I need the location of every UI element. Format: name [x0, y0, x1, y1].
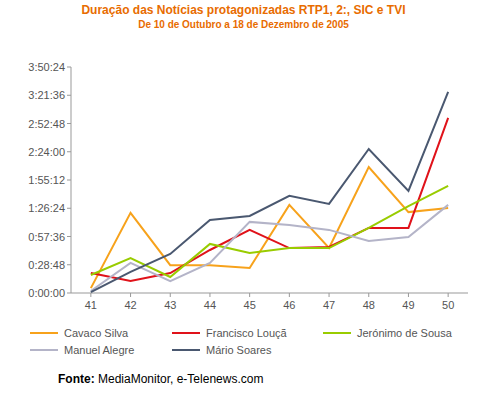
- legend-label: Cavaco Silva: [64, 327, 129, 339]
- x-tick: [289, 293, 290, 297]
- source: Fonte: MediaMonitor, e-Telenews.com: [58, 372, 263, 386]
- y-tick-label: 1:55:12: [28, 174, 65, 186]
- legend-label: Manuel Alegre: [64, 344, 134, 356]
- y-tick: [67, 208, 71, 209]
- y-tick: [67, 293, 71, 294]
- series-line: [91, 118, 448, 281]
- y-tick-label: 3:50:24: [28, 61, 65, 73]
- x-tick: [249, 293, 250, 297]
- legend-swatch: [172, 332, 200, 334]
- x-tick: [90, 293, 91, 297]
- legend-swatch: [30, 349, 58, 351]
- legend-swatch: [323, 332, 351, 334]
- y-tick: [67, 264, 71, 265]
- y-axis: [71, 67, 72, 293]
- source-lead: Fonte:: [58, 372, 95, 386]
- y-tick-label: 2:52:48: [28, 118, 65, 130]
- legend-label: Mário Soares: [206, 344, 272, 356]
- title: Duração das Notícias protagonizadas RTP1…: [81, 3, 405, 17]
- series-line: [91, 186, 448, 277]
- y-tick-label: 2:24:00: [28, 146, 65, 158]
- x-tick: [368, 293, 369, 297]
- x-tick-label: 50: [442, 299, 454, 311]
- x-tick: [448, 293, 449, 297]
- y-tick-label: 0:28:48: [28, 259, 65, 271]
- legend-swatch: [30, 332, 58, 334]
- legend-label: Jerónimo de Sousa: [357, 327, 453, 339]
- x-tick: [209, 293, 210, 297]
- x-tick: [130, 293, 131, 297]
- x-tick-label: 48: [363, 299, 375, 311]
- y-tick-label: 1:26:24: [28, 202, 65, 214]
- x-tick: [408, 293, 409, 297]
- source-rest: MediaMonitor, e-Telenews.com: [95, 372, 264, 386]
- y-tick-label: 0:57:36: [28, 231, 65, 243]
- x-tick-label: 42: [124, 299, 136, 311]
- y-tick: [67, 123, 71, 124]
- y-tick: [67, 151, 71, 152]
- x-tick: [170, 293, 171, 297]
- plot-area: [91, 92, 448, 292]
- y-tick: [67, 67, 71, 68]
- series-line: [91, 205, 448, 291]
- y-tick-label: 3:21:36: [28, 89, 65, 101]
- x-tick-label: 47: [323, 299, 335, 311]
- x-tick-label: 45: [244, 299, 256, 311]
- y-tick: [67, 180, 71, 181]
- legend-swatch: [172, 349, 200, 351]
- chart: Duração das Notícias protagonizadas RTP1…: [0, 0, 487, 394]
- x-tick-label: 43: [164, 299, 176, 311]
- y-tick: [67, 95, 71, 96]
- x-tick-label: 44: [204, 299, 216, 311]
- subtitle: De 10 de Outubro a 18 de Dezembro de 200…: [138, 19, 349, 30]
- x-tick-label: 46: [283, 299, 295, 311]
- x-tick-label: 41: [85, 299, 97, 311]
- legend-label: Francisco Louçã: [206, 327, 288, 339]
- series-line: [91, 92, 448, 292]
- x-tick-label: 49: [402, 299, 414, 311]
- y-tick: [67, 236, 71, 237]
- x-tick: [329, 293, 330, 297]
- y-tick-label: 0:00:00: [28, 287, 65, 299]
